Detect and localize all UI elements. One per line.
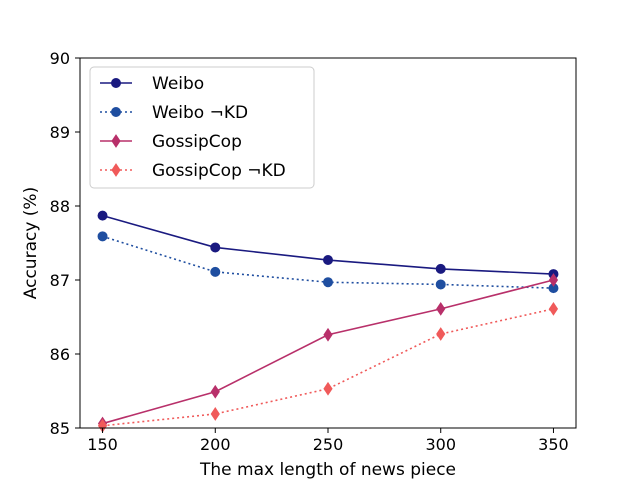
series-line-gossipcop-kd (102, 308, 554, 427)
legend-label: GossipCop ¬KD (152, 161, 286, 181)
data-point-weibo (210, 242, 221, 253)
data-point-weibo (323, 255, 333, 266)
legend-label: GossipCop (152, 132, 242, 152)
series-weibo-kd (97, 231, 559, 294)
data-point-weibo (435, 263, 446, 274)
data-point-gossipcop-kd (323, 381, 333, 396)
x-axis-label: The max length of news piece (199, 460, 456, 480)
data-point-gossipcop (436, 301, 446, 316)
legend-item-weibo-kd: Weibo ¬KD (100, 103, 248, 123)
x-tick-label: 350 (538, 435, 569, 454)
legend-marker (111, 107, 121, 117)
x-axis: 150 200 250 300 350 (87, 428, 569, 454)
y-tick-label: 90 (50, 49, 70, 68)
data-point-weibo-kd (210, 266, 221, 277)
x-tick-label: 150 (87, 435, 118, 454)
legend-marker (111, 163, 121, 177)
legend: Weibo Weibo ¬KD GossipCop GossipCop ¬KD (89, 66, 315, 189)
series-weibo (97, 210, 559, 280)
series-line-weibo (102, 214, 554, 275)
data-point-gossipcop (323, 327, 333, 342)
data-point-gossipcop-kd (210, 407, 220, 421)
data-point-gossipcop-kd (436, 327, 446, 341)
x-tick-label: 250 (313, 435, 344, 454)
y-tick-label: 88 (50, 197, 70, 216)
data-point-weibo-kd (435, 279, 446, 290)
data-point-weibo (97, 210, 108, 221)
series-layer (97, 210, 559, 433)
legend-label: Weibo ¬KD (152, 103, 248, 123)
legend-marker (111, 134, 121, 148)
y-axis: 85 86 87 88 89 90 (50, 49, 80, 438)
legend-item-gossipcop-kd: GossipCop ¬KD (100, 161, 286, 181)
y-tick-label: 89 (50, 123, 70, 142)
y-tick-label: 85 (50, 419, 70, 438)
data-point-gossipcop (548, 273, 559, 287)
series-gossipcop (97, 273, 559, 431)
data-point-gossipcop-kd (548, 301, 559, 316)
y-axis-label: Accuracy (%) (21, 187, 41, 299)
data-point-weibo-kd (323, 277, 333, 288)
legend-item-weibo: Weibo (100, 74, 204, 94)
y-tick-label: 86 (50, 345, 70, 364)
data-point-weibo-kd (97, 231, 108, 242)
series-gossipcop-kd (97, 301, 559, 433)
data-point-gossipcop (210, 384, 220, 399)
x-tick-label: 300 (425, 435, 456, 454)
legend-item-gossipcop: GossipCop (100, 132, 242, 152)
series-line-gossipcop (102, 279, 554, 425)
x-tick-label: 200 (200, 435, 231, 454)
legend-box (89, 66, 315, 189)
legend-label: Weibo (152, 74, 204, 94)
y-tick-label: 87 (50, 271, 70, 290)
legend-marker (111, 78, 121, 88)
